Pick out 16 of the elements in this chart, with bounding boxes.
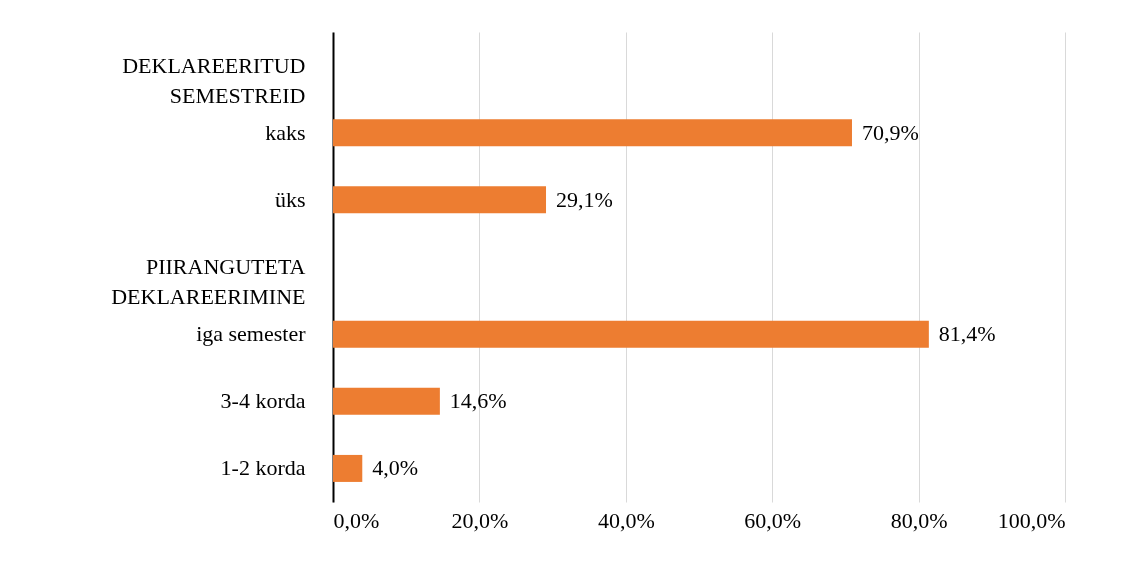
y-tick-label: 3-4 korda — [220, 388, 306, 414]
x-tick-label: 0,0% — [333, 507, 380, 533]
data-label: 4,0% — [372, 455, 419, 481]
y-tick-label: 1-2 korda — [220, 455, 306, 481]
y-tick-label: üks — [274, 186, 306, 212]
y-tick-label: kaks — [265, 119, 306, 145]
data-label: 70,9% — [861, 119, 919, 145]
x-tick-label: 40,0% — [597, 507, 655, 533]
x-tick-label: 20,0% — [451, 507, 509, 533]
data-label: 14,6% — [449, 388, 507, 414]
x-tick-label: 60,0% — [744, 507, 802, 533]
x-tick-label: 80,0% — [890, 507, 948, 533]
x-tick-label: 100,0% — [997, 507, 1066, 533]
data-label: 81,4% — [938, 321, 996, 347]
y-tick-label: iga semester — [196, 321, 307, 347]
data-label: 29,1% — [556, 186, 613, 212]
